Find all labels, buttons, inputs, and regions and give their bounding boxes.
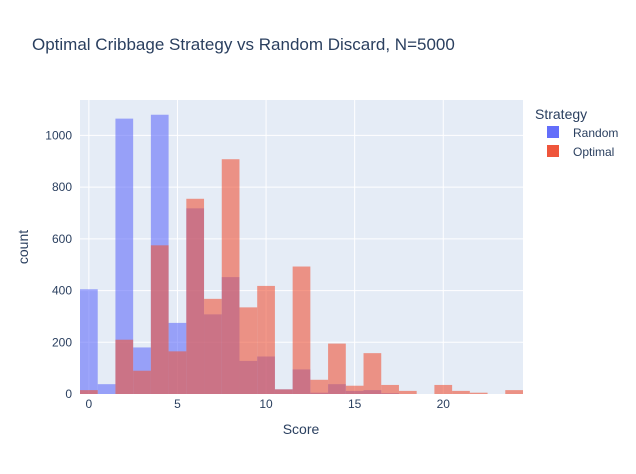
legend-title: Strategy xyxy=(535,106,587,122)
bar-optimal[interactable] xyxy=(150,245,169,394)
bar-random[interactable] xyxy=(80,289,98,394)
bar-optimal[interactable] xyxy=(204,298,222,394)
bar-optimal[interactable] xyxy=(505,390,523,394)
legend-label-optimal: Optimal xyxy=(573,145,614,159)
bar-optimal[interactable] xyxy=(133,370,151,394)
x-tick-labels: 0 5 10 15 20 xyxy=(86,397,451,411)
chart-title: Optimal Cribbage Strategy vs Random Disc… xyxy=(32,35,455,54)
x-axis-title: Score xyxy=(283,421,320,437)
x-tick-label: 5 xyxy=(174,397,181,411)
bar-random[interactable] xyxy=(115,118,134,394)
bar-optimal[interactable] xyxy=(398,390,417,394)
bar-optimal[interactable] xyxy=(381,384,399,394)
y-axis-title: count xyxy=(15,230,31,264)
y-tick-label: 1000 xyxy=(45,128,72,142)
bar-random[interactable] xyxy=(97,384,116,394)
bar-optimal[interactable] xyxy=(168,351,187,394)
bar-optimal[interactable] xyxy=(221,159,240,394)
y-tick-labels: 0 200 400 600 800 1000 xyxy=(45,128,72,401)
bar-optimal[interactable] xyxy=(452,390,470,394)
bar-optimal[interactable] xyxy=(292,266,311,394)
bar-optimal[interactable] xyxy=(239,307,258,394)
bar-optimal[interactable] xyxy=(469,392,488,394)
x-tick-label: 0 xyxy=(86,397,93,411)
x-tick-label: 10 xyxy=(259,397,273,411)
bar-optimal[interactable] xyxy=(80,390,98,394)
bar-optimal[interactable] xyxy=(434,384,453,394)
series-optimal-bars xyxy=(80,159,523,394)
y-tick-label: 600 xyxy=(52,232,72,246)
bar-optimal[interactable] xyxy=(345,385,364,394)
bar-optimal[interactable] xyxy=(186,198,205,394)
legend-swatch-optimal xyxy=(547,145,559,157)
bar-optimal[interactable] xyxy=(310,379,329,394)
y-tick-label: 200 xyxy=(52,335,72,349)
x-tick-label: 15 xyxy=(348,397,362,411)
legend-item-random[interactable]: Random xyxy=(547,126,618,140)
bar-optimal[interactable] xyxy=(274,389,293,394)
legend-item-optimal[interactable]: Optimal xyxy=(547,145,614,159)
bar-optimal[interactable] xyxy=(115,339,134,394)
legend-swatch-random xyxy=(547,126,559,138)
y-tick-label: 0 xyxy=(65,387,72,401)
legend[interactable]: Strategy Random Optimal xyxy=(535,106,618,159)
legend-label-random: Random xyxy=(573,126,618,140)
y-tick-label: 400 xyxy=(52,284,72,298)
bar-optimal[interactable] xyxy=(328,343,346,394)
bar-optimal[interactable] xyxy=(363,353,382,394)
y-tick-label: 800 xyxy=(52,180,72,194)
x-tick-label: 20 xyxy=(437,397,451,411)
bar-optimal[interactable] xyxy=(257,285,275,394)
